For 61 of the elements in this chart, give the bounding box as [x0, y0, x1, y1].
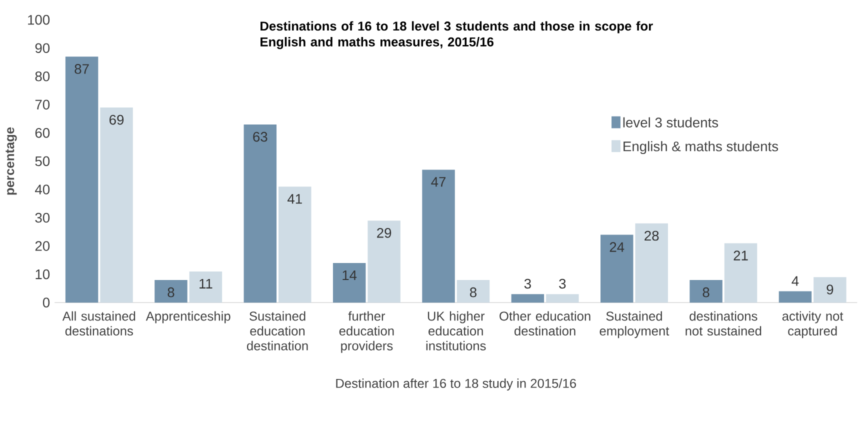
data-label: 8 [702, 288, 710, 298]
data-label: 29 [377, 228, 392, 238]
x-tick-label: further education providers [339, 311, 394, 354]
data-label: 3 [559, 279, 566, 289]
bar [778, 291, 812, 303]
y-tick-label: 80 [35, 72, 50, 82]
y-tick-label: 100 [28, 15, 50, 25]
bar [546, 294, 579, 303]
y-tick-label: 90 [35, 43, 50, 54]
x-axis-title: Destination after 16 to 18 study in 2015/16 [336, 378, 576, 391]
x-tick-label: destinations not sustained [686, 311, 762, 336]
x-tick-label: activity not captured [782, 311, 844, 338]
y-tick-label: 10 [36, 270, 50, 280]
y-tick-label: 50 [35, 156, 50, 166]
data-label: 69 [110, 115, 124, 125]
x-tick-label: UK higher education institutions [426, 311, 486, 351]
data-label: 41 [287, 194, 302, 204]
data-label: 21 [734, 250, 748, 261]
bar [600, 234, 634, 303]
data-label: 28 [644, 231, 659, 241]
bar [690, 280, 722, 303]
y-tick-label: 40 [35, 184, 50, 195]
data-label: 14 [342, 270, 357, 280]
x-tick-label: Sustained education destination [246, 311, 308, 351]
bar [65, 56, 98, 303]
data-label: 87 [74, 64, 89, 74]
data-label: 4 [792, 276, 799, 286]
y-tick-label: 60 [35, 128, 50, 138]
y-axis-title: percentage [6, 128, 17, 195]
y-tick-label: 0 [42, 298, 50, 308]
bar [724, 243, 758, 303]
bar [278, 186, 312, 303]
bar [456, 280, 490, 303]
data-label: 11 [200, 279, 212, 289]
data-label: 3 [524, 279, 531, 289]
bar [244, 124, 277, 303]
x-tick-label: Sustained employment [600, 311, 670, 338]
data-label: 24 [610, 242, 624, 252]
bar [332, 263, 366, 303]
data-label: 8 [470, 288, 476, 298]
x-tick-label: Apprenticeship [146, 311, 230, 324]
legend-label: English & maths students [624, 141, 778, 154]
bar [368, 220, 400, 303]
data-label: 8 [168, 288, 174, 298]
bar [422, 170, 455, 303]
data-label: 63 [253, 132, 268, 142]
x-tick-label: Other education destination [500, 311, 590, 336]
x-tick-label: All sustained destinations [62, 311, 136, 336]
legend-label: level 3 students [623, 117, 718, 128]
y-tick-label: 20 [35, 241, 50, 252]
bar [154, 280, 188, 303]
text: Destinations of 16 to 18 level 3 students and those in scope for English and maths measures, 2015/16 [260, 21, 653, 50]
y-tick-label: 30 [35, 213, 50, 223]
bar [635, 224, 668, 303]
y-tick-label: 70 [35, 100, 50, 110]
bar [814, 277, 846, 303]
data-label: 9 [826, 284, 834, 295]
bar [189, 272, 222, 303]
bar [100, 108, 133, 303]
bar [511, 294, 544, 303]
data-label: 47 [431, 177, 446, 187]
